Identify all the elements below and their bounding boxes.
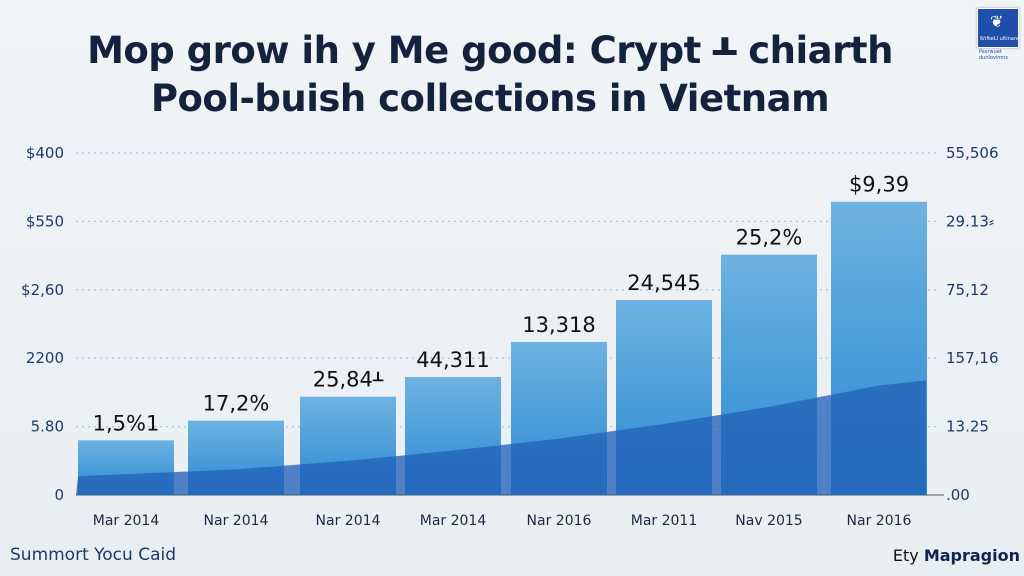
data-label: 13,318 xyxy=(522,313,595,337)
y-tick-label-right: 75,12 xyxy=(946,281,989,299)
footer-credit-brand: Mapragion xyxy=(923,546,1020,565)
y-tick-label-left: 0 xyxy=(54,486,64,504)
y-tick-label-left: 2200 xyxy=(26,349,64,367)
data-label: 25,2% xyxy=(736,226,803,250)
footer-credit-prefix: Ety xyxy=(892,546,924,565)
y-tick-label-right: 13.25 xyxy=(946,418,989,436)
brand-logo: ❦ ßñfkeLI ultinane xyxy=(977,8,1021,48)
x-tick-label: Nav 2015 xyxy=(735,513,802,529)
footer-source: Summort Yocu Caid xyxy=(10,545,176,565)
footer-credit: Ety Mapragion xyxy=(893,546,1020,565)
logo-text: ßñfkeLI ultinane xyxy=(980,36,1021,42)
x-tick-label: Mar 2014 xyxy=(93,513,160,529)
data-label: 1,5%1 xyxy=(93,411,160,435)
y-tick-label-left: $400 xyxy=(26,144,64,162)
y-tick-label-left: $550 xyxy=(26,212,64,230)
x-tick-label: Nar 2014 xyxy=(316,513,381,529)
y-tick-label-left: 5.80 xyxy=(31,418,64,436)
x-tick-label: Nar 2016 xyxy=(527,513,592,529)
data-label: 44,311 xyxy=(416,348,489,372)
chart-title: Mop grow ih y Me good: Crypt ᚆ chiarth xyxy=(87,29,893,72)
data-label: 25,84ᚆ xyxy=(313,368,384,392)
y-tick-label-right: 29.13⸗ xyxy=(946,212,994,230)
trend-area xyxy=(76,380,926,495)
data-label: $9,39 xyxy=(849,173,909,197)
x-tick-label: Mar 2014 xyxy=(420,513,487,529)
x-tick-label: Mar 2011 xyxy=(631,513,698,529)
chart-subtitle: Pool-buish collections in Vietnam xyxy=(150,77,830,120)
y-tick-label-right: 157,16 xyxy=(946,349,999,367)
y-tick-label-left: $2,60 xyxy=(21,281,64,299)
x-tick-label: Nar 2016 xyxy=(847,513,912,529)
x-tick-label: Nar 2014 xyxy=(204,513,269,529)
logo-subtext: Pasrwuet dunlovimns xyxy=(979,49,1008,61)
data-label: 24,545 xyxy=(627,271,700,295)
y-tick-label-right: 55,506 xyxy=(946,144,999,162)
data-label: 17,2% xyxy=(203,392,270,416)
logo-emblem-icon: ❦ xyxy=(990,12,1004,31)
y-tick-label-right: .00 xyxy=(946,486,970,504)
